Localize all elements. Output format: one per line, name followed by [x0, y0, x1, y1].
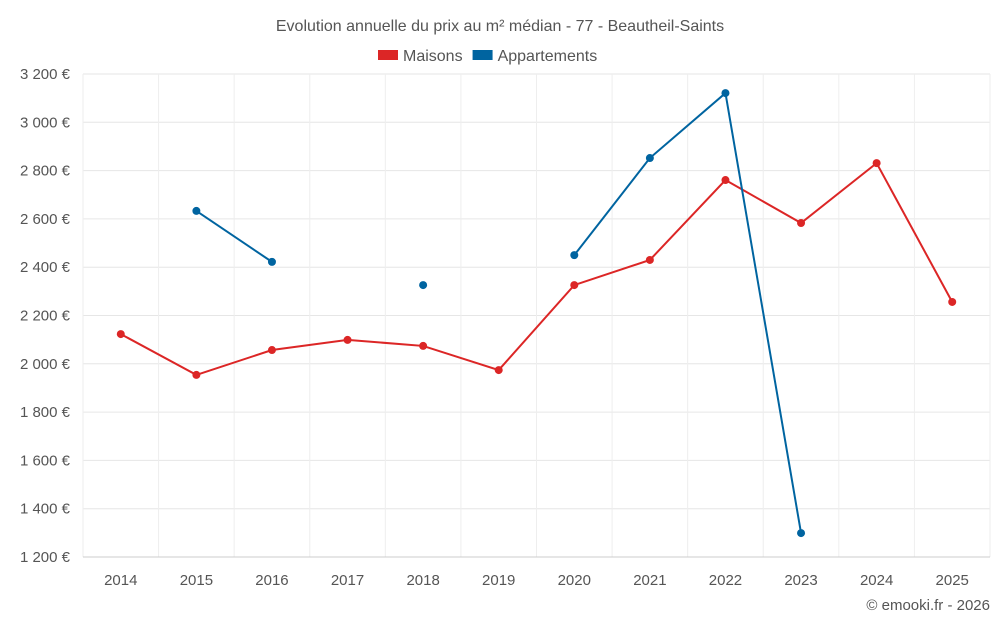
grid: [82, 73, 991, 558]
data-point: [570, 281, 579, 290]
data-point: [192, 206, 201, 215]
x-tick-label: 2016: [255, 572, 288, 589]
data-point: [192, 370, 201, 379]
x-tick-label: 2023: [784, 572, 817, 589]
y-tick-label: 1 800 €: [20, 404, 71, 421]
data-point: [721, 176, 730, 185]
series-appartements: [192, 89, 806, 538]
data-point: [267, 257, 276, 266]
y-tick-label: 1 600 €: [20, 452, 71, 469]
data-point: [494, 366, 503, 375]
x-axis: 2014 2015 2016 2017 2018 2019 2020 2021 2022 2023…: [83, 556, 990, 589]
y-tick-label: 1 400 €: [20, 501, 71, 518]
data-point: [267, 346, 276, 355]
y-tick-label: 2 800 €: [20, 163, 71, 180]
series-line: [573, 91, 803, 534]
data-point: [645, 255, 654, 264]
x-tick-label: 2021: [633, 572, 666, 589]
y-tick-label: 1 200 €: [20, 549, 71, 566]
series-group: [116, 89, 957, 538]
legend-label: Appartements: [498, 48, 598, 65]
y-tick-label: 2 600 €: [20, 211, 71, 228]
data-point: [343, 335, 352, 344]
data-point: [419, 281, 428, 290]
legend-swatch: [378, 50, 398, 60]
series-line: [195, 210, 273, 263]
legend-label: Maisons: [403, 48, 463, 65]
data-point: [419, 341, 428, 350]
data-point: [872, 159, 881, 168]
data-point: [721, 89, 730, 98]
credit: © emooki.fr - 2026: [866, 597, 990, 614]
chart-title: Evolution annuelle du prix au m² médian …: [276, 18, 724, 35]
x-tick-label: 2017: [331, 572, 364, 589]
series-maisons: [116, 159, 957, 379]
x-tick-label: 2022: [709, 572, 742, 589]
y-tick-label: 2 200 €: [20, 308, 71, 325]
x-tick-label: 2018: [406, 572, 439, 589]
x-tick-label: 2014: [104, 572, 137, 589]
y-tick-label: 2 000 €: [20, 356, 71, 373]
y-tick-label: 2 400 €: [20, 259, 71, 276]
legend: Maisons Appartements: [378, 48, 597, 65]
y-tick-label: 3 200 €: [20, 66, 71, 83]
data-point: [797, 529, 806, 538]
data-point: [797, 219, 806, 228]
x-tick-label: 2015: [180, 572, 213, 589]
x-tick-label: 2024: [860, 572, 893, 589]
x-tick-label: 2019: [482, 572, 515, 589]
data-point: [645, 154, 654, 163]
legend-swatch: [472, 50, 493, 60]
data-point: [948, 297, 957, 306]
x-tick-label: 2020: [558, 572, 591, 589]
data-point: [570, 251, 579, 260]
data-point: [116, 330, 125, 339]
series-line: [120, 161, 954, 376]
y-axis: 1 200 € 1 400 € 1 600 € 1 800 € 2 000 € 2 200…: [20, 66, 71, 566]
y-tick-label: 3 000 €: [20, 114, 71, 131]
x-tick-label: 2025: [936, 572, 969, 589]
